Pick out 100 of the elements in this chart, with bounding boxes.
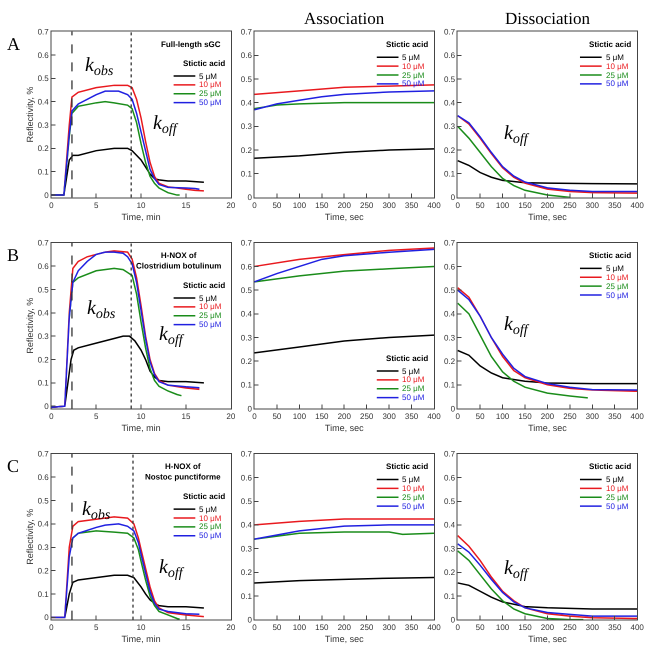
legend-label: 5 μM <box>402 53 420 62</box>
x-axis-title: Time, sec <box>324 634 364 644</box>
legend-label: 50 μM <box>606 79 629 88</box>
y-tick-label: 0.5 <box>38 496 50 506</box>
x-tick-label: 100 <box>292 200 307 210</box>
x-tick-label: 15 <box>181 623 191 632</box>
y-axis-title: Reflectivity, % <box>24 298 35 354</box>
legend-title: Stictic acid <box>386 462 428 471</box>
line-series <box>254 248 434 283</box>
x-tick-label: 50 <box>272 200 282 210</box>
y-tick-label: 0.5 <box>444 286 456 295</box>
x-tick-label: 20 <box>226 623 236 632</box>
y-tick-label: 0.1 <box>38 590 50 599</box>
legend-label: 10 μM <box>199 80 222 89</box>
y-axis-title: Reflectivity, % <box>24 508 35 565</box>
y-tick-label: 0.5 <box>38 74 50 84</box>
y-tick-label: 0.5 <box>240 497 252 506</box>
y-tick-label: 0.5 <box>240 286 252 295</box>
x-tick-label: 250 <box>563 200 578 210</box>
legend-label: 10 μM <box>199 514 222 523</box>
y-tick-label: 0.1 <box>38 167 50 176</box>
x-tick-label: 150 <box>315 623 330 632</box>
line-series <box>254 148 434 160</box>
y-tick-label: 0.7 <box>240 27 252 36</box>
y-tick-label: 0.4 <box>240 310 252 319</box>
x-tick-label: 300 <box>586 200 600 210</box>
y-tick-label: 0.3 <box>444 122 456 132</box>
y-tick-label: 0.7 <box>444 450 456 459</box>
x-tick-label: 10 <box>136 623 146 632</box>
y-tick-label: 0.6 <box>240 262 252 272</box>
x-tick-label: 200 <box>338 623 352 632</box>
text: 10 μM <box>402 484 425 493</box>
x-tick-label: 100 <box>292 412 307 422</box>
legend-label: 10 μM <box>402 62 425 71</box>
legend-title: Stictic acid <box>589 40 632 49</box>
text: B <box>7 245 20 265</box>
y-tick-label: 0.3 <box>38 120 50 130</box>
y-tick-label: 0.3 <box>38 543 50 552</box>
x-tick-label: 400 <box>630 200 644 210</box>
x-tick-label: 100 <box>496 623 510 632</box>
legend-label: 50 μM <box>606 291 629 300</box>
annotation: k$_{obs}$ <box>87 297 116 322</box>
y-axis-title: Reflectivity, % <box>24 86 35 142</box>
y-tick-label: 0.6 <box>38 262 50 271</box>
y-tick-label: 0.7 <box>240 238 252 248</box>
y-tick-label: 0.7 <box>240 450 252 459</box>
y-tick-label: 0.7 <box>38 238 50 248</box>
legend-title: Stictic acid <box>183 281 226 290</box>
x-axis-title: Time, min <box>121 422 161 433</box>
x-tick-label: 150 <box>518 412 532 422</box>
y-tick-label: 0.5 <box>38 285 50 294</box>
x-tick-label: 50 <box>272 412 282 422</box>
y-tick-label: 0 <box>247 193 252 202</box>
y-tick-label: 0.3 <box>240 122 252 132</box>
line-series <box>458 550 584 620</box>
legend-label: 5 μM <box>606 264 624 273</box>
legend-label: 25 μM <box>402 71 425 80</box>
x-tick-label: 400 <box>427 623 442 632</box>
x-tick-label: 350 <box>608 623 622 632</box>
legend-label: 10 μM <box>606 273 629 282</box>
x-tick-label: 300 <box>382 412 396 422</box>
y-tick-label: 0 <box>450 404 456 414</box>
y-tick-label: 0.2 <box>240 146 252 155</box>
y-tick-label: 0 <box>450 615 456 624</box>
text: H-NOX of Nostoc punctiforme <box>145 462 222 482</box>
y-tick-label: 0.5 <box>444 74 456 84</box>
legend-label: 5 μM <box>199 505 218 514</box>
x-tick-label: 400 <box>630 412 644 422</box>
y-tick-label: 0.1 <box>38 378 50 388</box>
legend-label: 50 μM <box>199 531 222 540</box>
y-tick-label: 0.2 <box>444 568 456 578</box>
y-tick-label: 0.3 <box>38 332 50 341</box>
x-axis-title: Time, min <box>121 634 161 644</box>
line-series <box>458 350 638 384</box>
text: H-NOX of Clostridium botulinum <box>136 251 222 270</box>
legend-label: 50 μM <box>199 98 222 107</box>
line-series <box>458 126 571 198</box>
x-tick-label: 50 <box>272 623 282 632</box>
y-tick-label: 0 <box>44 190 50 200</box>
x-axis-title: Time, sec <box>528 422 568 433</box>
x-axis-title: Time, sec <box>324 422 364 433</box>
text: Full-length sGC <box>161 40 221 49</box>
y-tick-label: 0.1 <box>444 592 456 601</box>
x-tick-label: 350 <box>404 200 419 210</box>
y-tick-label: 0 <box>247 404 252 414</box>
x-tick-label: 50 <box>476 412 486 422</box>
legend-title: Stictic acid <box>386 40 428 49</box>
x-tick-label: 200 <box>338 200 352 210</box>
x-tick-label: 20 <box>226 200 236 210</box>
y-tick-label: 0.1 <box>444 380 456 390</box>
x-tick-label: 150 <box>518 200 532 210</box>
legend-label: 50 μM <box>199 320 222 329</box>
x-tick-label: 150 <box>315 200 330 210</box>
legend-label: 50 μM <box>402 393 425 402</box>
y-tick-label: 0.1 <box>240 380 252 390</box>
text: C <box>7 456 20 476</box>
line-series <box>458 160 638 185</box>
y-tick-label: 0.6 <box>240 473 252 482</box>
x-tick-label: 250 <box>563 623 578 632</box>
line-series <box>458 582 638 610</box>
